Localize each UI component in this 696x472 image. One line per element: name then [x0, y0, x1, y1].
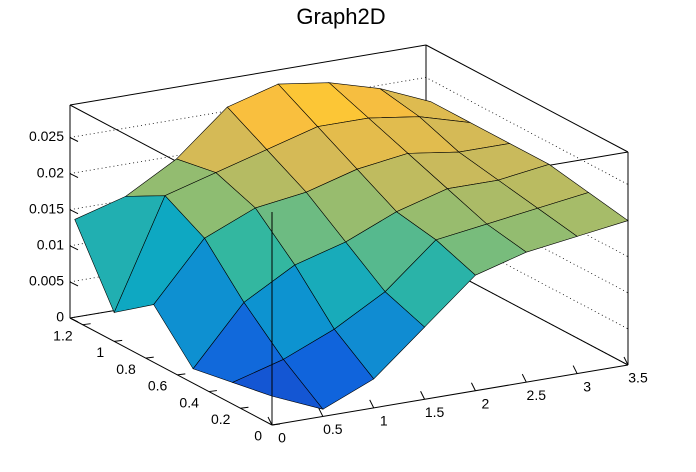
box-edge [69, 317, 273, 426]
x-tick [267, 416, 273, 426]
z-tick-label: 0.005 [29, 273, 64, 289]
y-tick [82, 323, 91, 326]
x-tick-label: 2.5 [527, 387, 547, 403]
y-tick [177, 373, 186, 376]
y-tick [114, 339, 123, 342]
z-tick [69, 173, 79, 179]
x-tick [420, 391, 426, 400]
z-tick-label: 0 [56, 309, 64, 325]
y-tick-label: 0.4 [179, 394, 199, 410]
y-tick-label: 0.2 [211, 411, 231, 427]
x-tick [369, 399, 375, 409]
x-tick-label: 0 [278, 430, 286, 446]
chart-title: Graph2D [296, 4, 385, 29]
z-tick [69, 317, 79, 323]
z-tick-label: 0.01 [37, 236, 64, 252]
y-tick [240, 406, 249, 409]
x-tick-label: 1 [380, 413, 388, 429]
box-edge [69, 44, 427, 106]
x-tick-label: 1.5 [425, 404, 445, 420]
x-tick [572, 365, 578, 374]
z-tick-label: 0.015 [29, 200, 64, 216]
y-tick-label: 0 [254, 428, 262, 444]
x-tick [470, 382, 476, 391]
z-tick [69, 137, 79, 142]
y-tick [145, 356, 154, 359]
x-tick [623, 356, 629, 366]
y-tick [271, 423, 281, 426]
z-tick-label: 0.02 [37, 164, 64, 180]
x-tick-label: 3 [583, 378, 591, 394]
z-tick [69, 281, 79, 287]
box-edge [425, 44, 629, 153]
x-tick-label: 2 [482, 395, 490, 411]
z-tick [69, 209, 79, 215]
grid-line [69, 77, 629, 185]
x-tick-label: 3.5 [628, 370, 648, 386]
y-tick-label: 1 [96, 344, 104, 360]
y-tick-label: 1.2 [53, 327, 73, 343]
y-tick-label: 0.6 [148, 378, 168, 394]
z-tick-label: 0.025 [29, 128, 64, 144]
x-tick [521, 373, 527, 383]
x-tick [318, 408, 324, 417]
y-tick-label: 0.8 [116, 361, 136, 377]
y-tick [208, 390, 217, 393]
z-tick [69, 245, 79, 251]
box-edge [271, 364, 629, 426]
surface-cell [231, 359, 324, 410]
x-tick-label: 0.5 [323, 421, 343, 437]
